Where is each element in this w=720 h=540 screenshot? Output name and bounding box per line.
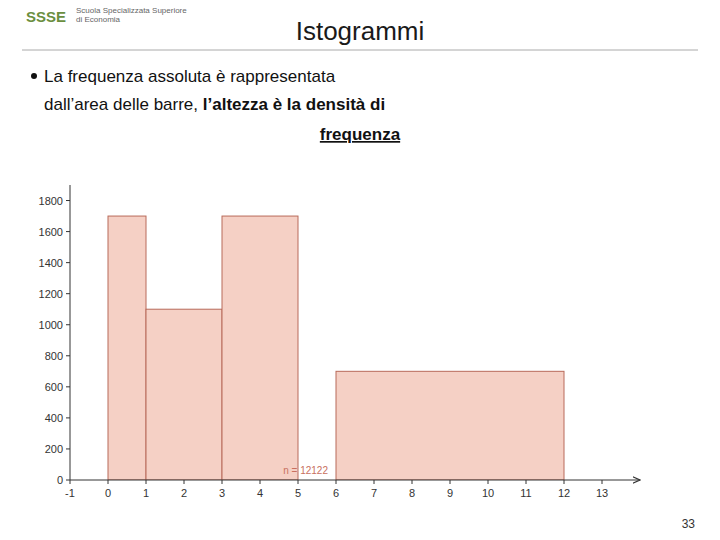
x-tick-label: 3 xyxy=(219,487,225,499)
y-tick xyxy=(66,293,70,294)
histogram-bar xyxy=(108,216,146,480)
logo-subtitle: di Economia xyxy=(76,15,121,24)
histogram-bar xyxy=(336,371,564,480)
x-tick xyxy=(564,480,565,484)
x-tick xyxy=(260,480,261,484)
y-tick-label: 1400 xyxy=(39,257,63,269)
title: Istogrammi xyxy=(296,16,425,46)
x-tick xyxy=(526,480,527,484)
y-tick-label: 1200 xyxy=(39,288,63,300)
x-tick xyxy=(108,480,109,484)
y-tick xyxy=(66,448,70,449)
x-tick-label: 11 xyxy=(520,487,531,499)
y-tick-label: 0 xyxy=(57,474,63,486)
x-tick-label: 0 xyxy=(105,487,111,499)
logo: SSSE xyxy=(26,8,66,25)
histogram-bar xyxy=(146,309,222,480)
x-tick-label: 9 xyxy=(447,487,453,499)
slide: SSSE Scuola Specializzata Superioredi Eco… xyxy=(0,0,720,540)
y-tick-label: 200 xyxy=(45,443,63,455)
histogram-bar xyxy=(222,216,298,480)
body-bold-text: l’altezza è la densità di xyxy=(203,95,385,114)
y-tick xyxy=(66,231,70,232)
x-tick-label: 5 xyxy=(295,487,301,499)
y-tick-label: 800 xyxy=(45,350,63,362)
x-tick-label: 13 xyxy=(596,487,608,499)
title-rule xyxy=(22,50,698,51)
page-number: 33 xyxy=(682,517,696,531)
x-tick-label: -1 xyxy=(65,487,75,499)
x-tick xyxy=(450,480,451,484)
x-tick xyxy=(336,480,337,484)
x-tick xyxy=(146,480,147,484)
x-tick-label: 6 xyxy=(333,487,339,499)
x-tick xyxy=(488,480,489,484)
x-tick-label: 8 xyxy=(409,487,415,499)
y-tick xyxy=(66,324,70,325)
bullet-text: La frequenza assoluta è rappresentata xyxy=(44,67,336,86)
bars xyxy=(108,216,564,480)
y-tick-label: 600 xyxy=(45,381,63,393)
y-tick xyxy=(66,417,70,418)
y-tick xyxy=(66,355,70,356)
y-tick-label: 1600 xyxy=(39,226,63,238)
x-tick xyxy=(222,480,223,484)
y-tick xyxy=(66,386,70,387)
x-tick-label: 7 xyxy=(371,487,377,499)
x-tick xyxy=(602,480,603,484)
x-tick-label: 1 xyxy=(143,487,149,499)
y-tick xyxy=(66,262,70,263)
x-tick xyxy=(70,480,71,484)
annotation: n = 12122 xyxy=(283,465,328,476)
y-tick-label: 1000 xyxy=(39,319,63,331)
y-tick xyxy=(66,200,70,201)
body-bold-text: frequenza xyxy=(320,125,401,144)
x-tick xyxy=(298,480,299,484)
x-tick xyxy=(374,480,375,484)
x-tick-label: 2 xyxy=(181,487,187,499)
bullet-dot xyxy=(31,73,37,79)
y-tick-label: 1800 xyxy=(39,195,63,207)
x-tick-label: 10 xyxy=(482,487,494,499)
y-tick-label: 400 xyxy=(45,412,63,424)
body-text: dall’area delle barre, xyxy=(44,95,203,114)
x-tick xyxy=(412,480,413,484)
y-axis xyxy=(70,185,71,480)
x-tick-label: 12 xyxy=(558,487,570,499)
y-tick xyxy=(66,480,70,481)
x-tick xyxy=(184,480,185,484)
x-tick-label: 4 xyxy=(257,487,263,499)
x-axis xyxy=(70,480,640,481)
logo-subtitle: Scuola Specializzata Superiore xyxy=(76,6,187,15)
body-line: dall’area delle barre, l’altezza è la de… xyxy=(44,95,385,114)
